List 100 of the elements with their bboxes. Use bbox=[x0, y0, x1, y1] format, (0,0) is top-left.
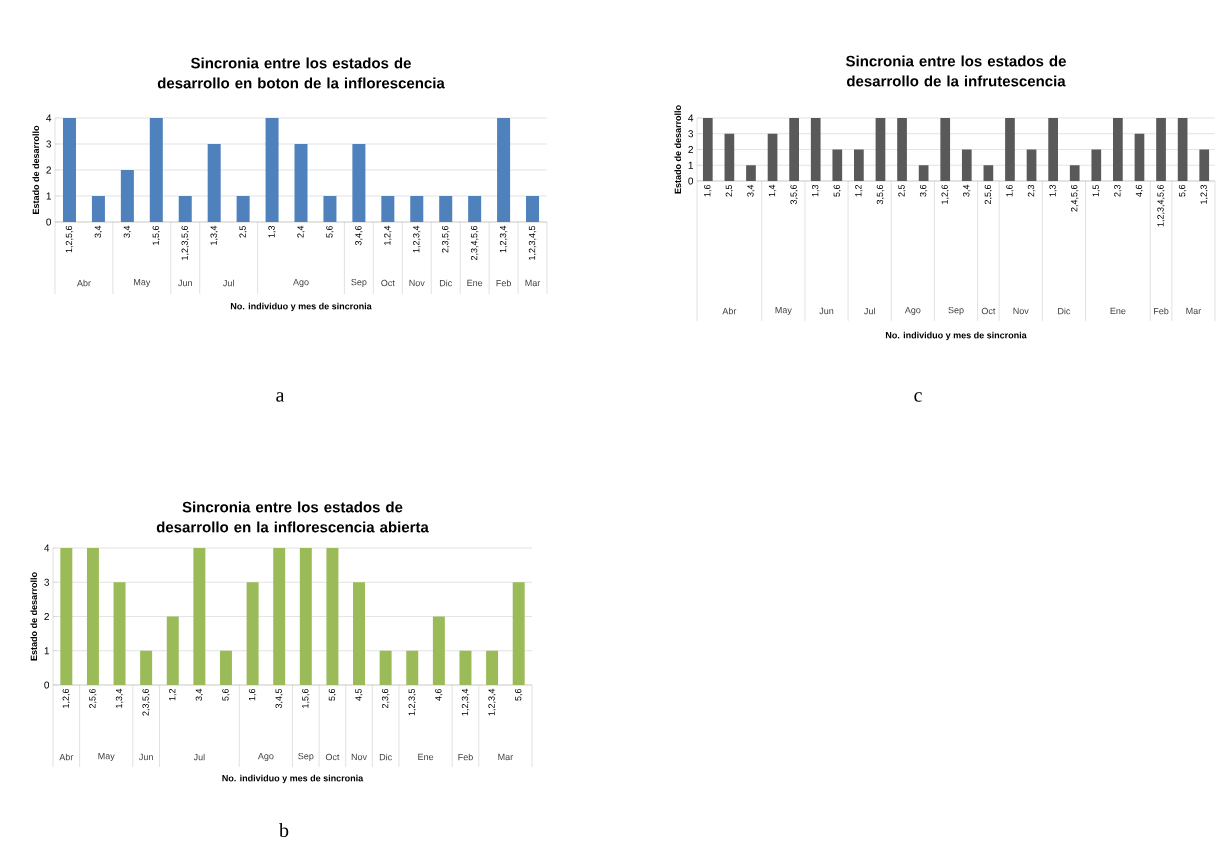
bar bbox=[120, 169, 134, 222]
y-tick-label: 1 bbox=[44, 647, 49, 655]
text: Nov bbox=[1013, 307, 1029, 315]
bar bbox=[166, 616, 179, 685]
bar bbox=[486, 650, 499, 685]
bar bbox=[512, 582, 525, 685]
x-tick-label: 3,4 bbox=[747, 184, 755, 197]
bar bbox=[352, 143, 366, 222]
x-tick-label: 4,6 bbox=[435, 688, 443, 701]
bar bbox=[497, 117, 511, 222]
text: Oct bbox=[981, 307, 996, 315]
y-axis-title: Estado de desarrollo bbox=[32, 125, 40, 214]
text: Mar bbox=[525, 279, 541, 287]
bar bbox=[432, 616, 445, 685]
x-tick-label: 1,2,3 bbox=[1200, 184, 1208, 204]
x-tick-label: 1,2,5,6 bbox=[65, 225, 74, 253]
y-tick-label: 3 bbox=[688, 130, 694, 138]
text: Abr bbox=[722, 307, 737, 315]
text: a bbox=[276, 392, 285, 402]
x-tick-label: 1,3 bbox=[1049, 184, 1057, 197]
text: Jun bbox=[139, 753, 153, 761]
bar bbox=[1156, 117, 1166, 181]
bar bbox=[961, 149, 972, 181]
bar bbox=[940, 117, 951, 181]
x-tick-label: 5,6 bbox=[833, 184, 842, 197]
bar bbox=[439, 195, 453, 222]
bar bbox=[207, 143, 221, 222]
chart-title: Sincronia entre los estados de desarrollo de la infrutescencia bbox=[846, 55, 1066, 87]
text: Abr bbox=[76, 279, 91, 287]
text: b bbox=[279, 822, 289, 838]
x-tick-label: 2,4 bbox=[297, 225, 305, 238]
x-tick-label: 3,5,6 bbox=[876, 184, 885, 205]
bar bbox=[381, 195, 395, 222]
bar bbox=[875, 117, 886, 181]
text: Feb bbox=[1154, 307, 1169, 315]
text: Oct bbox=[381, 279, 395, 287]
text: Abr bbox=[59, 753, 74, 761]
x-tick-label: 1,3,4 bbox=[115, 688, 124, 708]
x-tick-label: 1,2,3,4,5 bbox=[528, 225, 537, 260]
x-tick-label: 1,2,3,5,6 bbox=[181, 225, 189, 260]
bar bbox=[219, 650, 232, 685]
bar bbox=[810, 117, 821, 181]
text: Ene bbox=[1110, 307, 1126, 315]
x-tick-label: 1,3 bbox=[268, 225, 276, 238]
x-tick-label: 2,5 bbox=[898, 184, 906, 197]
bar bbox=[410, 195, 424, 222]
bar bbox=[140, 650, 153, 685]
text: Mar bbox=[1186, 307, 1202, 315]
text: Feb bbox=[496, 279, 511, 287]
x-tick-label: 1,6 bbox=[248, 688, 257, 701]
x-tick-label: 1,2,4 bbox=[384, 225, 392, 245]
text: May bbox=[775, 306, 792, 316]
x-tick-label: 2,3,6 bbox=[381, 688, 390, 709]
x-tick-label: 4,5 bbox=[355, 688, 363, 701]
bar bbox=[1134, 133, 1145, 181]
y-tick-label: 4 bbox=[44, 544, 50, 552]
bar bbox=[854, 149, 864, 181]
bar bbox=[1113, 117, 1123, 181]
text: Sep bbox=[351, 278, 367, 288]
bar bbox=[767, 133, 778, 181]
bar bbox=[724, 133, 735, 181]
text: Nov bbox=[409, 279, 425, 287]
x-tick-label: 3,5,6 bbox=[790, 184, 798, 205]
y-tick-label: 1 bbox=[688, 161, 693, 169]
bar bbox=[406, 650, 419, 685]
chart-title: Sincronia entre los estados de desarrollo en la inflorescencia abierta bbox=[156, 501, 429, 533]
x-tick-label: 3,4,5 bbox=[275, 688, 283, 709]
x-tick-label: 1,2,3,4 bbox=[488, 688, 496, 716]
text: Dic bbox=[1058, 307, 1071, 315]
bar bbox=[526, 195, 540, 222]
text: Ago bbox=[293, 278, 309, 288]
text: Jul bbox=[223, 279, 234, 287]
text: Sep bbox=[298, 752, 314, 762]
x-tick-label: 3,4 bbox=[963, 184, 971, 197]
x-tick-label: 2,5,6 bbox=[984, 184, 993, 205]
x-tick-label: 1,2,3,4 bbox=[499, 225, 508, 253]
text: Jul bbox=[864, 307, 875, 315]
bar bbox=[86, 547, 99, 685]
bar bbox=[294, 143, 308, 222]
text: Ago bbox=[257, 752, 274, 762]
x-tick-label: 2,3,5,6 bbox=[441, 225, 450, 253]
text: May bbox=[98, 752, 115, 762]
x-tick-label: 1,4 bbox=[768, 184, 777, 197]
bar bbox=[149, 117, 163, 222]
bar bbox=[1048, 117, 1058, 181]
x-tick-label: 2,3 bbox=[1114, 184, 1122, 197]
bar bbox=[789, 117, 799, 181]
x-tick-label: 2,5 bbox=[725, 184, 734, 197]
bar bbox=[746, 165, 756, 181]
x-tick-label: 1,3 bbox=[811, 184, 820, 197]
x-tick-label: 1,5,6 bbox=[152, 225, 161, 245]
bar bbox=[1005, 117, 1015, 181]
y-axis-title: Estado de desarrollo bbox=[674, 105, 682, 194]
text: Dic bbox=[439, 279, 452, 287]
bar bbox=[62, 117, 76, 222]
y-tick-label: 2 bbox=[46, 166, 51, 174]
text: Jun bbox=[178, 279, 192, 287]
text: Ene bbox=[418, 753, 434, 761]
x-tick-label: 1,2,3,4 bbox=[461, 688, 470, 716]
x-tick-label: 1,5 bbox=[1092, 184, 1100, 197]
